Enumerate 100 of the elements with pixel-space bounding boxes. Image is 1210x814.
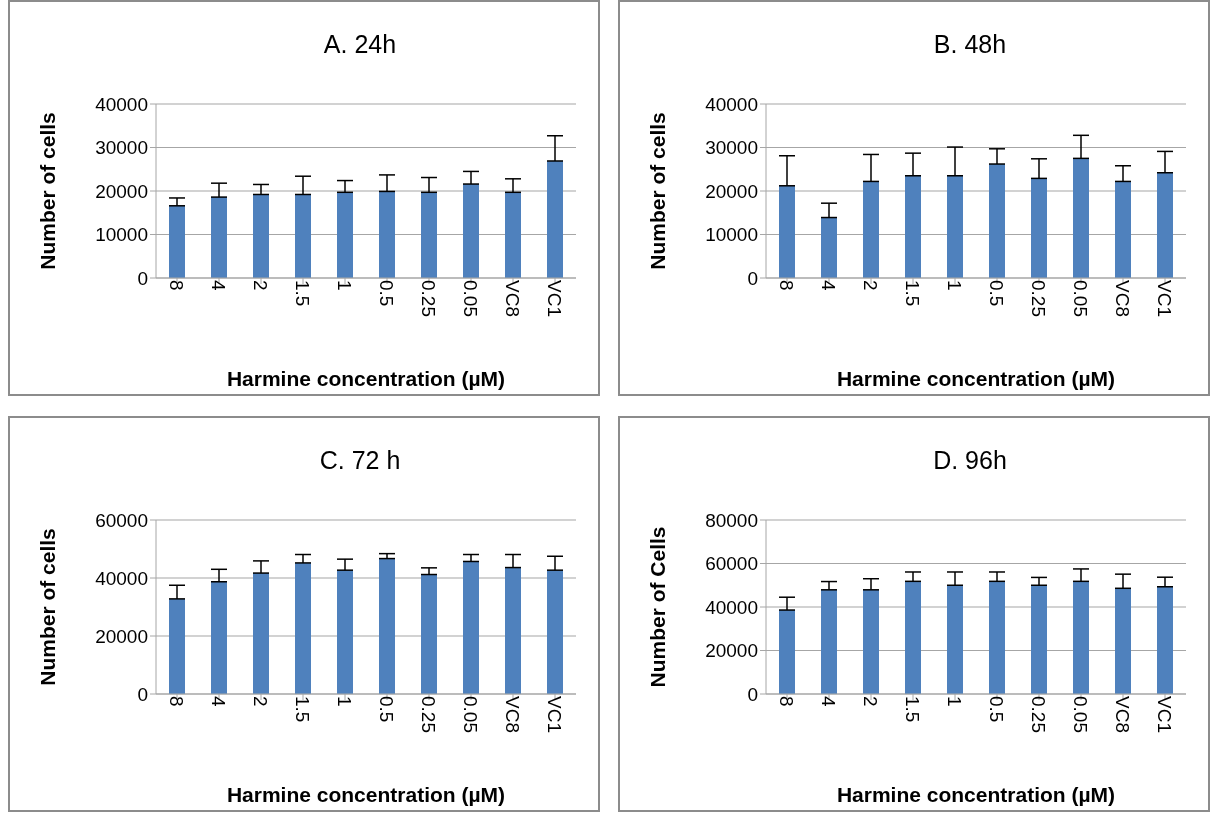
y-tick-label: 40000 <box>705 93 758 115</box>
x-tick-label: VC1 <box>1153 280 1175 317</box>
y-tick-label: 20000 <box>705 640 758 662</box>
x-tick-label: VC8 <box>501 696 523 733</box>
x-tick-label: 0.5 <box>375 280 397 307</box>
bar <box>905 175 921 278</box>
chart-title: A. 24h <box>322 30 398 59</box>
x-tick-label: 1.5 <box>901 696 923 723</box>
y-axis-title: Number of cells <box>646 112 670 270</box>
y-tick-label: 20000 <box>705 180 758 202</box>
bar <box>211 581 227 694</box>
bar <box>1157 172 1173 278</box>
x-tick-label: 4 <box>207 696 229 707</box>
bar <box>1157 586 1173 694</box>
bar <box>1115 181 1131 278</box>
bar <box>1073 581 1089 694</box>
x-tick-label: 0.25 <box>417 696 439 733</box>
bar <box>421 192 437 278</box>
x-tick-label: 8 <box>775 696 797 707</box>
bar <box>863 589 879 694</box>
x-tick-label: 0.5 <box>985 696 1007 723</box>
x-tick-label: VC8 <box>501 280 523 317</box>
x-tick-label: VC1 <box>543 280 565 317</box>
y-tick-label: 30000 <box>705 137 758 159</box>
bar <box>1115 588 1131 694</box>
y-tick-label: 40000 <box>705 596 758 618</box>
x-tick-label: 0.5 <box>375 696 397 723</box>
bar <box>379 191 395 278</box>
bar <box>337 192 353 278</box>
x-tick-label: 0.05 <box>1069 696 1091 733</box>
y-axis-title: Number of cells <box>36 528 60 686</box>
x-tick-label: 8 <box>165 696 187 707</box>
bar <box>947 175 963 278</box>
bar <box>1031 585 1047 694</box>
y-tick-label: 80000 <box>705 509 758 531</box>
x-tick-label: 4 <box>817 280 839 291</box>
x-tick-label: 2 <box>249 280 271 291</box>
x-tick-label: 1.5 <box>291 280 313 307</box>
bar <box>421 574 437 694</box>
x-tick-label: 8 <box>165 280 187 291</box>
y-tick-label: 10000 <box>705 224 758 246</box>
x-tick-label: 0.25 <box>417 280 439 317</box>
x-tick-label: 4 <box>817 696 839 707</box>
y-axis-title: Number of cells <box>36 112 60 270</box>
bar <box>463 561 479 694</box>
bar <box>505 192 521 278</box>
x-tick-label: 4 <box>207 280 229 291</box>
bar <box>505 567 521 694</box>
x-tick-label: 1 <box>943 280 965 291</box>
bar <box>1031 178 1047 278</box>
x-tick-label: 1 <box>333 280 355 291</box>
x-tick-label: VC1 <box>1153 696 1175 733</box>
x-tick-label: 0.5 <box>985 280 1007 307</box>
bar <box>463 184 479 278</box>
y-tick-label: 30000 <box>95 137 148 159</box>
x-tick-label: VC8 <box>1111 696 1133 733</box>
x-tick-label: 0.25 <box>1027 280 1049 317</box>
bar <box>547 160 563 278</box>
chart-title: B. 48h <box>932 30 1008 59</box>
y-tick-label: 40000 <box>95 93 148 115</box>
x-tick-label: VC8 <box>1111 280 1133 317</box>
y-tick-label: 10000 <box>95 224 148 246</box>
x-axis-title: Harmine concentration (µM) <box>226 783 506 806</box>
bar <box>211 197 227 278</box>
bar <box>905 581 921 694</box>
bar <box>295 194 311 278</box>
bar <box>253 573 269 694</box>
y-tick-label: 60000 <box>95 509 148 531</box>
bar <box>379 558 395 694</box>
bar <box>947 585 963 694</box>
bar <box>779 185 795 278</box>
y-tick-label: 0 <box>747 267 758 289</box>
bar <box>989 164 1005 278</box>
x-tick-label: 0.05 <box>459 280 481 317</box>
x-tick-label: 1 <box>943 696 965 707</box>
bar <box>337 570 353 694</box>
x-axis-title: Harmine concentration (µM) <box>836 367 1116 390</box>
bar <box>989 581 1005 694</box>
y-tick-label: 20000 <box>95 180 148 202</box>
bar <box>295 562 311 694</box>
bar <box>821 217 837 278</box>
x-tick-label: 2 <box>859 696 881 707</box>
bar <box>821 589 837 694</box>
y-tick-label: 0 <box>137 267 148 289</box>
chart-title: C. 72 h <box>318 446 402 475</box>
y-tick-label: 40000 <box>95 567 148 589</box>
x-tick-label: 1 <box>333 696 355 707</box>
y-tick-label: 0 <box>747 683 758 705</box>
x-axis-title: Harmine concentration (µM) <box>226 367 506 390</box>
chart-title: D. 96h <box>932 446 1008 475</box>
bar <box>547 570 563 694</box>
y-tick-label: 20000 <box>95 625 148 647</box>
bar <box>1073 158 1089 278</box>
bar <box>169 598 185 694</box>
x-tick-label: 1.5 <box>901 280 923 307</box>
bar <box>779 610 795 694</box>
bar <box>253 194 269 278</box>
x-axis-title: Harmine concentration (µM) <box>836 783 1116 806</box>
bar <box>863 181 879 278</box>
x-tick-label: 0.05 <box>459 696 481 733</box>
